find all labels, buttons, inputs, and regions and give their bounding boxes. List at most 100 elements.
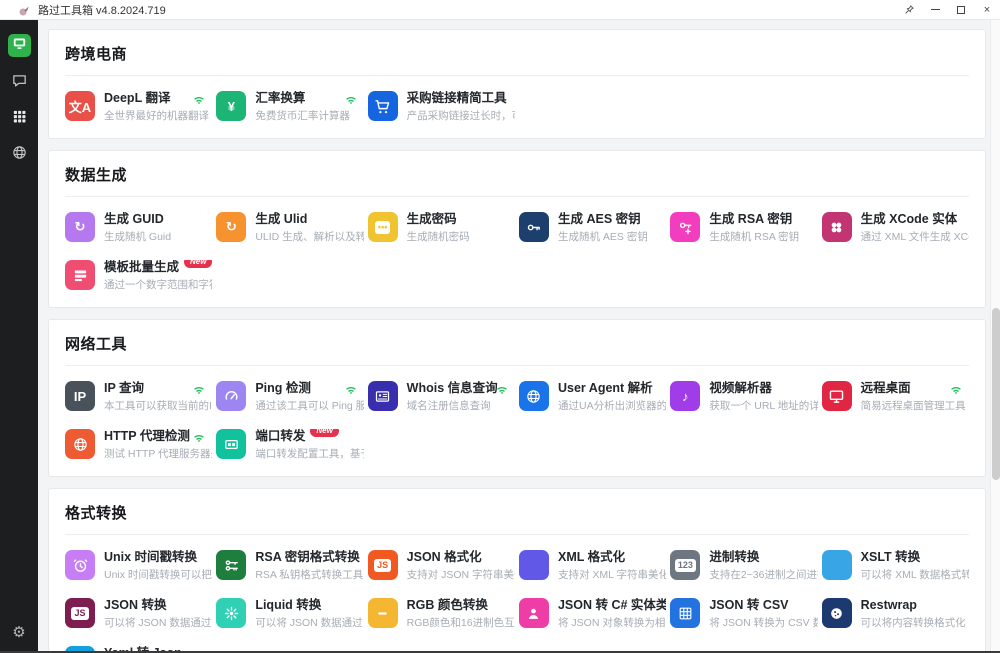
- new-badge: New: [184, 260, 213, 268]
- tool-subtitle: ULID 生成、解析以及转换: [255, 231, 364, 243]
- tool-tile[interactable]: Restwrap 可以将内容转换格式化 CSS: [821, 598, 969, 630]
- sidebar-item-tools[interactable]: [5, 105, 33, 133]
- tool-tile[interactable]: 远程桌面 简易远程桌面管理工具: [821, 381, 969, 413]
- text-icon: [518, 550, 549, 580]
- tool-title: Whois 信息查询: [406, 381, 498, 395]
- scrollbar[interactable]: [990, 20, 1000, 651]
- keys-icon: [216, 550, 247, 580]
- tool-title: 生成 XCode 实体: [860, 212, 958, 226]
- sidebar-item-feedback[interactable]: [5, 69, 33, 97]
- maximize-button[interactable]: [948, 0, 974, 20]
- clover-icon: [821, 212, 852, 242]
- tool-subtitle: 本工具可以获取当前的IP地址: [104, 400, 212, 412]
- dash-icon: [367, 598, 398, 628]
- splash-icon: [216, 598, 247, 628]
- tool-title: RSA 密钥格式转换: [255, 550, 360, 564]
- tool-subtitle: RSA 私钥格式转换工具，支持: [255, 569, 364, 581]
- wifi-online-icon: [495, 382, 509, 400]
- tool-title: 生成 GUID: [104, 212, 164, 226]
- app-icon: [18, 4, 30, 16]
- tool-title: 生成密码: [406, 212, 457, 226]
- tool-tile[interactable]: ↻ 生成 Ulid ULID 生成、解析以及转换: [216, 212, 364, 244]
- tool-subtitle: Unix 时间戳转换可以把Unixt: [104, 569, 212, 581]
- tool-title: 汇率换算: [255, 91, 306, 105]
- tool-subtitle: 生成随机 Guid: [104, 231, 172, 243]
- section-card: 网络工具 IP IP 查询本工具可以获取当前的IP地址 Ping 检测通过该工具可以 …: [48, 319, 986, 477]
- idcard-icon: [367, 381, 398, 411]
- wifi-online-icon: [949, 382, 963, 400]
- text-icon: IP: [65, 381, 95, 411]
- scrollbar-thumb[interactable]: [992, 308, 1000, 480]
- monitor-icon: [821, 381, 852, 411]
- tool-tile[interactable]: User Agent 解析通过UA分析出浏览器的信息: [518, 381, 666, 413]
- tool-tile[interactable]: 模板批量生成 New 通过一个数字范围和字符串模: [65, 260, 213, 292]
- tool-tile[interactable]: 端口转发 New 端口转发配置工具，基于 nets: [216, 429, 364, 461]
- tool-subtitle: 支持对 JSON 字符串美化、压: [406, 569, 515, 581]
- person-icon: [518, 598, 549, 628]
- tool-title: DeepL 翻译: [104, 91, 171, 105]
- tool-tile[interactable]: ↻ 生成 GUID 生成随机 Guid: [65, 212, 212, 244]
- tool-tile[interactable]: IP IP 查询本工具可以获取当前的IP地址: [65, 381, 212, 413]
- new-badge: New: [310, 429, 339, 437]
- gear-icon: ⚙: [12, 624, 26, 641]
- tool-subtitle: 端口转发配置工具，基于 nets: [255, 448, 364, 460]
- tool-tile[interactable]: Unix 时间戳转换 Unix 时间戳转换可以把Unixt: [65, 550, 212, 582]
- tool-subtitle: 将 JSON 对象转换为相对应的: [557, 617, 666, 629]
- minimize-button[interactable]: [922, 0, 948, 20]
- tool-title: IP 查询: [104, 381, 145, 395]
- gauge-icon: [216, 381, 247, 411]
- tool-title: Ping 检测: [255, 381, 311, 395]
- tool-tile[interactable]: JSON 转 CSV 将 JSON 转换为 CSV 数据: [670, 598, 818, 630]
- text-icon: {..}: [65, 646, 95, 651]
- tool-tile[interactable]: {..}Yaml 转 JsonYaml 和 Json 格式转换: [65, 646, 212, 651]
- section-title: 数据生成: [65, 164, 969, 197]
- cart-icon: [367, 91, 398, 121]
- tool-title: 生成 Ulid: [255, 212, 308, 226]
- tool-tile[interactable]: RGB 颜色转换 RGB颜色和16进制色互转。: [367, 598, 515, 630]
- tools-icon: [11, 108, 28, 130]
- rows-icon: [65, 260, 95, 290]
- wifi-online-icon: [344, 92, 358, 110]
- sidebar-item-app-logo[interactable]: [7, 34, 31, 57]
- refresh-icon: ↻: [216, 212, 247, 242]
- pin-icon[interactable]: [896, 0, 922, 20]
- tool-subtitle: 将 JSON 转换为 CSV 数据: [709, 617, 817, 629]
- app-logo-icon: [11, 35, 28, 57]
- wifi-online-icon: [344, 382, 358, 400]
- tool-tile[interactable]: ¥ 汇率换算 免费货币汇率计算器: [216, 91, 363, 123]
- sidebar-item-settings[interactable]: ⚙: [12, 623, 25, 641]
- tool-title: XML 格式化: [557, 550, 626, 564]
- tool-title: JSON 转 C# 实体类: [557, 598, 667, 612]
- tool-tile[interactable]: RSA 密钥格式转换 RSA 私钥格式转换工具，支持: [216, 550, 364, 582]
- globe-icon: [518, 381, 549, 411]
- tool-subtitle: 可以将 XML 数据格式转换为另: [860, 569, 969, 581]
- sidebar-item-web[interactable]: [5, 141, 33, 169]
- tool-tile[interactable]: 生成 AES 密钥 生成随机 AES 密钥: [518, 212, 666, 244]
- tool-tile[interactable]: 文A DeepL 翻译 全世界最好的机器翻译: [65, 91, 212, 123]
- tool-title: 生成 AES 密钥: [557, 212, 641, 226]
- window-bottom-edge: [0, 651, 1000, 653]
- tool-tile[interactable]: ••• 生成密码 生成随机密码: [367, 212, 515, 244]
- tool-subtitle: 生成随机 RSA 密钥: [709, 231, 800, 243]
- section-card: 格式转换 Unix 时间戳转换 Unix 时间戳转换可以把Unixt RSA 密钥格式…: [48, 488, 986, 651]
- tool-subtitle: 获取一个 URL 地址的详细信息: [709, 400, 818, 412]
- tool-subtitle: 支持对 XML 字符串美化、压: [557, 569, 667, 581]
- tool-title: 进制转换: [709, 550, 760, 564]
- tool-tile[interactable]: 生成 RSA 密钥 生成随机 RSA 密钥: [670, 212, 817, 244]
- translate-icon: 文A: [65, 91, 95, 121]
- close-button[interactable]: ×: [983, 3, 991, 16]
- tool-tile[interactable]: Whois 信息查询 域名注册信息查询: [367, 381, 515, 413]
- tool-subtitle: 通过 XML 文件生成 XCode 实: [860, 231, 969, 243]
